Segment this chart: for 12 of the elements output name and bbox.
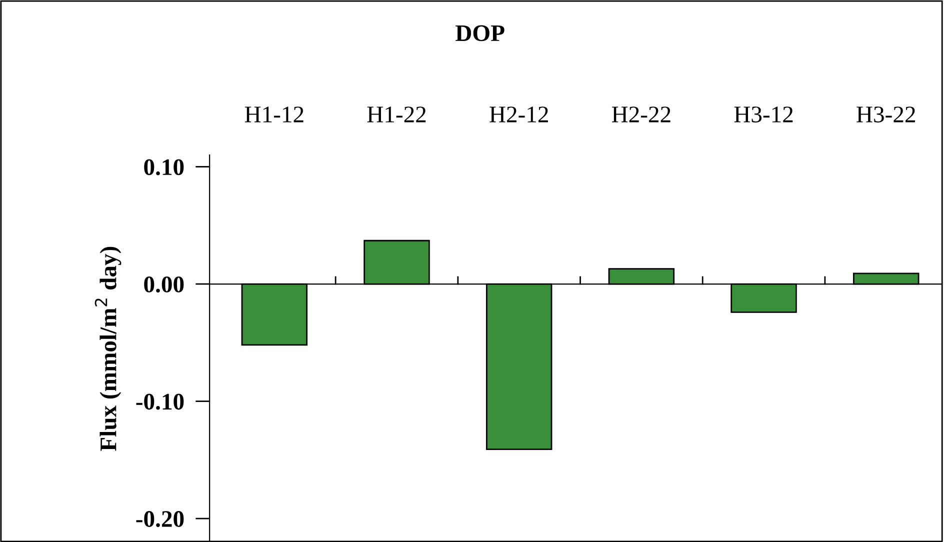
y-tick-label: 0.00 bbox=[144, 276, 184, 293]
x-tick-label: H2-12 bbox=[490, 106, 548, 122]
x-tick-label: H3-12 bbox=[734, 106, 793, 122]
x-tick-label: H3-22 bbox=[856, 106, 915, 122]
x-tick-label: H1-12 bbox=[244, 106, 304, 122]
y-axis-title: Flux (mmol/m$^{2}$ day) bbox=[94, 246, 122, 451]
x-tick-label: H1-22 bbox=[367, 106, 426, 122]
y-tick-label: 0.10 bbox=[144, 159, 184, 176]
x-tick-label: H2-22 bbox=[612, 106, 670, 122]
chart-title: DOP bbox=[456, 25, 504, 42]
y-tick-label: -0.10 bbox=[136, 394, 184, 410]
y-tick-label: -0.20 bbox=[136, 511, 184, 528]
